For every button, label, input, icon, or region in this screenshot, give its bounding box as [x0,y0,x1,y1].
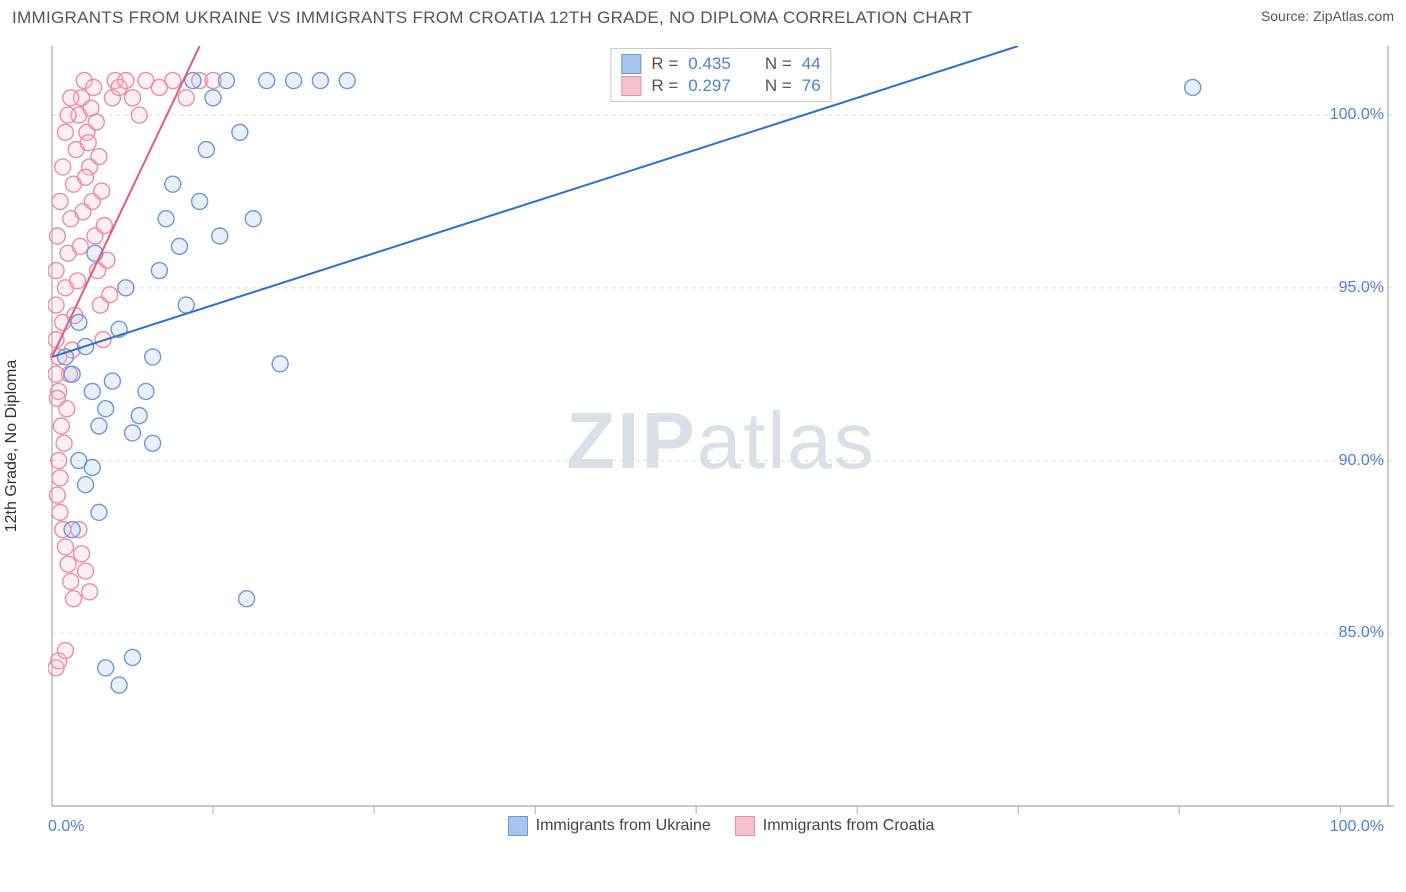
y-tick-label: 85.0% [1339,624,1384,642]
y-tick-label: 90.0% [1339,452,1384,470]
n-label: N = [765,76,792,96]
legend-label-croatia: Immigrants from Croatia [763,817,935,835]
n-label: N = [765,54,792,74]
scatter-plot-svg [48,46,1394,836]
r-value-croatia: 0.297 [688,76,731,96]
swatch-croatia-icon [735,816,755,836]
n-value-ukraine: 44 [802,54,821,74]
legend-row-croatia: R = 0.297 N = 76 [621,75,820,97]
source-label: Source: ZipAtlas.com [1261,8,1394,24]
swatch-ukraine [621,54,641,74]
chart-title: IMMIGRANTS FROM UKRAINE VS IMMIGRANTS FR… [12,8,973,28]
r-label: R = [651,54,678,74]
r-label: R = [651,76,678,96]
n-value-croatia: 76 [802,76,821,96]
swatch-croatia [621,76,641,96]
legend-row-ukraine: R = 0.435 N = 44 [621,53,820,75]
correlation-legend: R = 0.435 N = 44 R = 0.297 N = 76 [610,48,831,102]
chart-area: ZIPatlas R = 0.435 N = 44 R = 0.297 N = … [48,46,1394,836]
y-axis-label: 12th Grade, No Diploma [3,360,21,533]
y-tick-label: 95.0% [1339,279,1384,297]
y-tick-label: 100.0% [1330,106,1384,124]
swatch-ukraine-icon [508,816,528,836]
r-value-ukraine: 0.435 [688,54,731,74]
legend-item-ukraine: Immigrants from Ukraine [508,816,711,836]
series-legend: Immigrants from Ukraine Immigrants from … [48,816,1394,836]
legend-item-croatia: Immigrants from Croatia [735,816,935,836]
legend-label-ukraine: Immigrants from Ukraine [536,817,711,835]
